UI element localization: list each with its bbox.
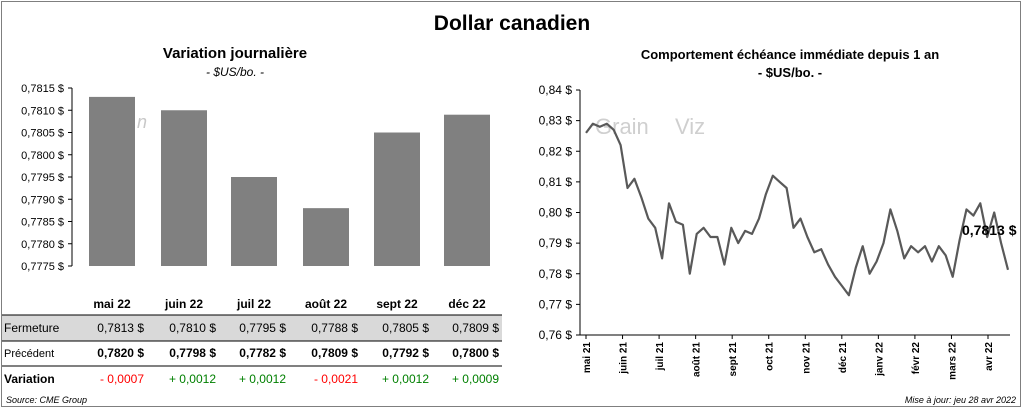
bar-y-tick-label: 0,7785 $ bbox=[21, 217, 64, 229]
update-note: Mise à jour: jeu 28 avr 2022 bbox=[904, 395, 1016, 405]
line-y-tick-label: 0,80 $ bbox=[539, 206, 573, 220]
table-months: mai 22 juin 22 juil 22 août 22 sept 22 déc 22 bbox=[93, 297, 486, 311]
line-series bbox=[585, 122, 1010, 297]
table-cell: 0,7809 $ bbox=[311, 346, 358, 360]
table-cell: + 0,0009 bbox=[452, 372, 499, 386]
bar-y-tick-label: 0,7795 $ bbox=[21, 172, 64, 184]
line-x-tick-label: janv 22 bbox=[874, 342, 885, 377]
left-chart-subtitle: - $US/bo. - bbox=[205, 65, 265, 79]
table-cell: + 0,0012 bbox=[239, 372, 286, 386]
line-x-tick-label: nov 21 bbox=[801, 342, 812, 374]
table-cell: + 0,0012 bbox=[382, 372, 429, 386]
line-y-tick-label: 0,76 $ bbox=[539, 328, 573, 342]
line-x-tick-label: avr 22 bbox=[984, 342, 995, 371]
line-x-tick-label: juil 21 bbox=[655, 342, 666, 372]
table-cell: - 0,0007 bbox=[100, 372, 144, 386]
bar-y-ticks: 0,7775 $ 0,7780 $ 0,7785 $ 0,7790 $ 0,7795 $… bbox=[21, 83, 72, 273]
table-month-header: juin 22 bbox=[164, 297, 203, 311]
line-x-tick-label: déc 21 bbox=[838, 342, 849, 374]
source-note: Source: CME Group bbox=[6, 395, 88, 405]
bar-y-tick-label: 0,7810 $ bbox=[21, 105, 64, 117]
line-x-tick-label: oct 21 bbox=[765, 342, 776, 371]
line-x-tick-label: août 21 bbox=[692, 342, 703, 377]
line-y-tick-label: 0,84 $ bbox=[539, 83, 573, 97]
table-cell: 0,7792 $ bbox=[382, 346, 429, 360]
table-month-header: août 22 bbox=[305, 297, 347, 311]
bar-y-tick-label: 0,7815 $ bbox=[21, 83, 64, 95]
line-y-tick-label: 0,81 $ bbox=[539, 175, 573, 189]
table-row-label: Variation bbox=[4, 372, 55, 386]
table-month-header: sept 22 bbox=[376, 297, 418, 311]
bar bbox=[89, 96, 135, 267]
right-chart-title: Comportement échéance immédiate depuis 1… bbox=[640, 47, 940, 62]
bar-y-tick-label: 0,7800 $ bbox=[21, 150, 64, 162]
bar bbox=[161, 110, 207, 266]
watermark: Viz bbox=[675, 114, 705, 139]
bar-y-tick-label: 0,7780 $ bbox=[21, 239, 64, 251]
table-cell: 0,7782 $ bbox=[239, 346, 286, 360]
bar bbox=[231, 177, 277, 266]
watermark: Grain bbox=[595, 114, 649, 139]
table-month-header: déc 22 bbox=[448, 297, 486, 311]
table-cell: 0,7813 $ bbox=[97, 321, 144, 335]
table-month-header: juil 22 bbox=[236, 297, 271, 311]
data-table: mai 22 juin 22 juil 22 août 22 sept 22 déc 22… bbox=[2, 297, 502, 386]
table-cell: - 0,0021 bbox=[314, 372, 358, 386]
last-value-label: 0,7813 $ bbox=[962, 222, 1017, 238]
table-cell: 0,7805 $ bbox=[382, 321, 429, 335]
table-cell: + 0,0012 bbox=[169, 372, 216, 386]
bar-y-tick-label: 0,7790 $ bbox=[21, 194, 64, 206]
table-shade-row bbox=[2, 315, 502, 341]
table-row-label: Fermeture bbox=[4, 321, 60, 335]
table-cell: 0,7800 $ bbox=[452, 346, 499, 360]
line-y-tick-label: 0,78 $ bbox=[539, 267, 573, 281]
bar bbox=[303, 208, 349, 266]
bar bbox=[444, 114, 490, 266]
table-row-label: Précédent bbox=[4, 348, 54, 360]
line-y-tick-label: 0,77 $ bbox=[539, 297, 573, 311]
table-cell: 0,7820 $ bbox=[97, 346, 144, 360]
main-title: Dollar canadien bbox=[433, 12, 591, 35]
line-x-tick-label: sept 21 bbox=[728, 342, 739, 377]
line-y-tick-label: 0,83 $ bbox=[539, 114, 573, 128]
bar-y-tick-label: 0,7805 $ bbox=[21, 128, 64, 140]
line-chart: Grain Viz 0,76 $ 0,77 $ 0,78 $ 0,79 $ 0,80 $… bbox=[539, 83, 1017, 380]
line-y-tick-label: 0,82 $ bbox=[539, 144, 573, 158]
line-x-tick-label: mars 22 bbox=[947, 342, 958, 380]
bar-y-tick-label: 0,7775 $ bbox=[21, 261, 64, 273]
left-chart-title: Variation journalière bbox=[162, 45, 308, 62]
line-x-tick-label: mai 21 bbox=[582, 342, 593, 374]
right-chart-subtitle: - $US/bo. - bbox=[757, 65, 823, 80]
table-cell: 0,7788 $ bbox=[311, 321, 358, 335]
table-cell: 0,7798 $ bbox=[169, 346, 216, 360]
bar bbox=[374, 132, 420, 266]
table-cell: 0,7809 $ bbox=[452, 321, 499, 335]
table-cell: 0,7810 $ bbox=[169, 321, 216, 335]
table-cell: 0,7795 $ bbox=[239, 321, 286, 335]
line-x-tick-label: juin 21 bbox=[619, 342, 630, 375]
line-y-ticks: 0,76 $ 0,77 $ 0,78 $ 0,79 $ 0,80 $ 0,81 $ 0,82… bbox=[539, 83, 580, 342]
table-month-header: mai 22 bbox=[93, 297, 131, 311]
line-x-tick-label: févr 22 bbox=[911, 342, 922, 375]
line-x-ticks: mai 21 juin 21 juil 21 août 21 sept 21 oct 21… bbox=[582, 335, 995, 380]
bar-chart: Gr n 0,7775 $0,7780 $0,7785 $0,7790 $0,7… bbox=[21, 83, 490, 273]
line-y-tick-label: 0,79 $ bbox=[539, 236, 573, 250]
table-rows: Fermeture 0,7813 $ 0,7810 $ 0,7795 $ 0,7788 … bbox=[4, 321, 499, 386]
bar-bars bbox=[89, 96, 490, 267]
